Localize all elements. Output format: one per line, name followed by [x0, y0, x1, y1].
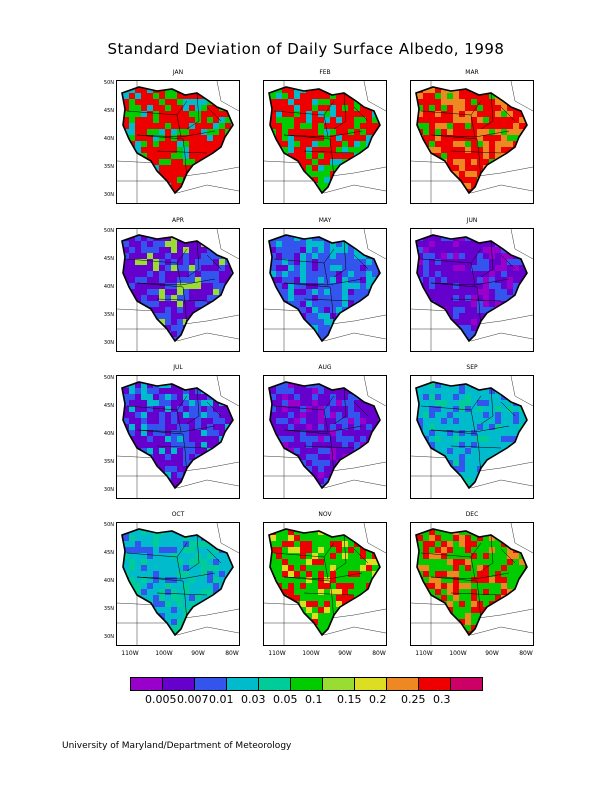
longitude-label: 90W	[485, 650, 499, 657]
latitude-label: 35N	[103, 606, 114, 612]
map-panel-aug	[263, 375, 387, 499]
colorbar-swatch	[130, 677, 163, 691]
colorbar-tick-label: 0.2	[369, 693, 387, 706]
longitude-label: 90W	[338, 650, 352, 657]
longitude-label: 110W	[415, 650, 433, 657]
month-label-nov: NOV	[318, 511, 332, 518]
colorbar-swatch	[162, 677, 195, 691]
month-label-sep: SEP	[466, 364, 478, 371]
latitude-label: 30N	[103, 340, 114, 346]
latitude-label: 35N	[103, 459, 114, 465]
map-panel-sep	[410, 375, 534, 499]
latitude-label: 50N	[103, 228, 114, 234]
month-label-aug: AUG	[318, 364, 332, 371]
colorbar-tick-label: 0.05	[273, 693, 298, 706]
colorbar-tick-label: 0.005	[145, 693, 177, 706]
map-panel-feb	[263, 80, 387, 204]
map-panel-nov	[263, 522, 387, 646]
colorbar-swatch	[322, 677, 355, 691]
month-label-oct: OCT	[171, 511, 185, 518]
latitude-label: 35N	[103, 312, 114, 318]
colorbar-swatch	[194, 677, 227, 691]
month-label-mar: MAR	[465, 69, 479, 76]
page-title: Standard Deviation of Daily Surface Albe…	[107, 40, 505, 58]
map-panel-jul	[116, 375, 240, 499]
footer-credit: University of Maryland/Department of Met…	[62, 741, 292, 751]
month-label-apr: APR	[172, 217, 184, 224]
colorbar-swatch	[418, 677, 451, 691]
longitude-label: 80W	[225, 650, 239, 657]
longitude-label: 110W	[121, 650, 139, 657]
latitude-label: 30N	[103, 634, 114, 640]
colorbar-swatch	[290, 677, 323, 691]
colorbar-swatch	[450, 677, 483, 691]
latitude-label: 35N	[103, 164, 114, 170]
latitude-label: 50N	[103, 522, 114, 528]
longitude-label: 80W	[519, 650, 533, 657]
longitude-label: 100W	[449, 650, 467, 657]
latitude-label: 40N	[103, 578, 114, 584]
month-label-jan: JAN	[172, 69, 184, 76]
colorbar-tick-label: 0.03	[241, 693, 266, 706]
latitude-label: 30N	[103, 487, 114, 493]
month-label-jun: JUN	[466, 217, 478, 224]
latitude-label: 40N	[103, 136, 114, 142]
longitude-label: 80W	[372, 650, 386, 657]
latitude-label: 45N	[103, 403, 114, 409]
map-panel-may	[263, 228, 387, 352]
latitude-label: 30N	[103, 192, 114, 198]
map-panel-mar	[410, 80, 534, 204]
colorbar-swatch	[386, 677, 419, 691]
colorbar-tick-label: 0.15	[337, 693, 362, 706]
latitude-label: 40N	[103, 431, 114, 437]
latitude-label: 45N	[103, 256, 114, 262]
latitude-label: 50N	[103, 80, 114, 86]
latitude-label: 50N	[103, 375, 114, 381]
month-label-may: MAY	[318, 217, 332, 224]
colorbar-swatch	[258, 677, 291, 691]
longitude-label: 90W	[191, 650, 205, 657]
colorbar-tick-label: 0.007	[177, 693, 209, 706]
map-panel-apr	[116, 228, 240, 352]
month-label-feb: FEB	[319, 69, 331, 76]
latitude-label: 45N	[103, 108, 114, 114]
colorbar	[130, 677, 483, 691]
month-label-dec: DEC	[465, 511, 479, 518]
colorbar-swatch	[226, 677, 259, 691]
longitude-label: 100W	[302, 650, 320, 657]
colorbar-swatch	[354, 677, 387, 691]
map-panel-dec	[410, 522, 534, 646]
colorbar-tick-label: 0.1	[305, 693, 323, 706]
colorbar-tick-label: 0.25	[401, 693, 426, 706]
longitude-label: 110W	[268, 650, 286, 657]
colorbar-tick-label: 0.3	[433, 693, 451, 706]
month-label-jul: JUL	[173, 364, 183, 371]
map-panel-jan	[116, 80, 240, 204]
latitude-label: 40N	[103, 284, 114, 290]
map-panel-oct	[116, 522, 240, 646]
latitude-label: 45N	[103, 550, 114, 556]
longitude-label: 100W	[155, 650, 173, 657]
colorbar-tick-label: 0.01	[209, 693, 234, 706]
map-panel-jun	[410, 228, 534, 352]
